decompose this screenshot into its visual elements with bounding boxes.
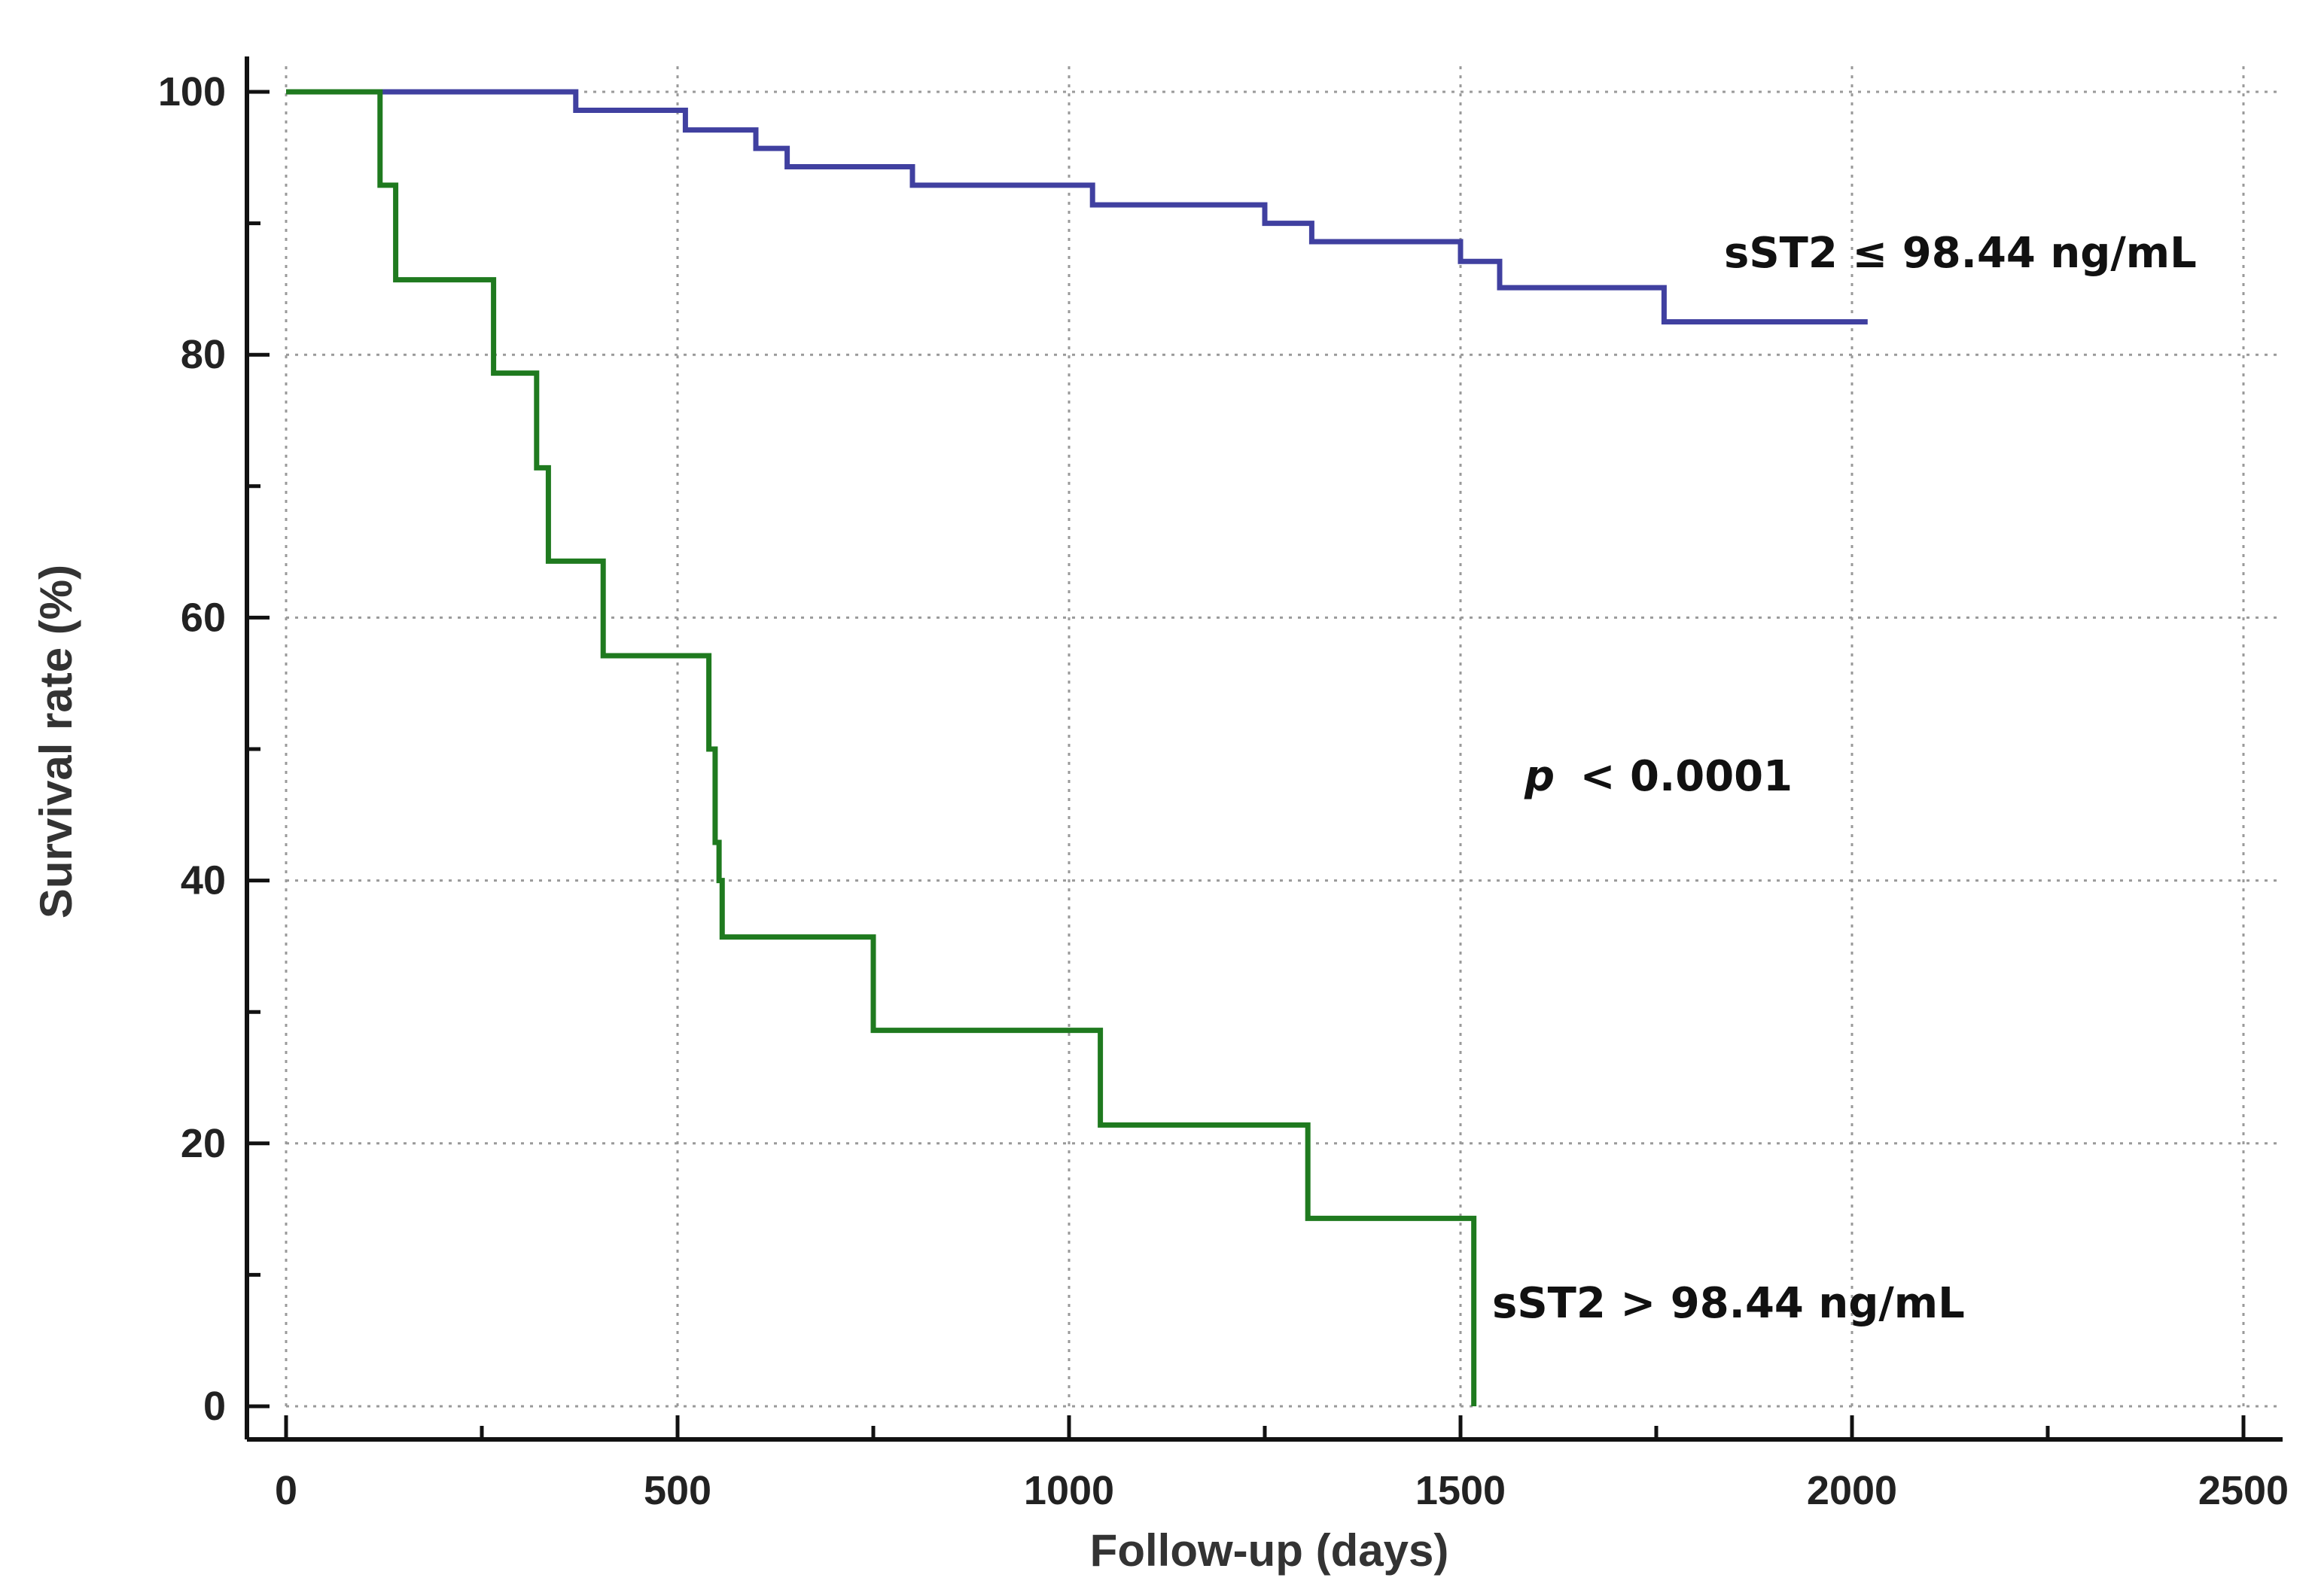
axes [245,56,2283,1442]
x-tick-label: 2500 [2198,1468,2289,1513]
survival-curve-high-sst2 [286,89,1477,1406]
series-label-low: sST2 ≤ 98.44 ng/mL [1724,229,2197,278]
x-tick-label: 1500 [1415,1468,1506,1513]
tick-labels: 0 500 1000 1500 2000 2500 0 20 40 60 80 100 [158,69,2289,1513]
y-tick-label: 0 [203,1384,226,1429]
y-tick-label: 20 [181,1121,226,1166]
series-label-high: sST2 > 98.44 ng/mL [1492,1279,1965,1328]
y-tick-label: 80 [181,332,226,377]
x-tick-label: 0 [275,1468,297,1513]
p-symbol: p [1524,752,1555,801]
y-tick-label: 40 [181,858,226,903]
y-axis-title: Survival rate (%) [31,565,81,918]
p-value-annotation: p < 0.0001 [1524,752,1793,801]
x-tick-label: 500 [644,1468,711,1513]
y-tick-label: 60 [181,595,226,640]
x-axis-title: Follow-up (days) [1090,1525,1449,1576]
y-tick-label: 100 [158,69,226,114]
grid-lines [285,62,2277,1408]
survival-curves [286,89,1868,1406]
survival-curve-low-sst2 [286,89,1868,325]
x-tick-label: 2000 [1807,1468,1897,1513]
p-value: < 0.0001 [1580,752,1793,801]
x-tick-label: 1000 [1024,1468,1114,1513]
